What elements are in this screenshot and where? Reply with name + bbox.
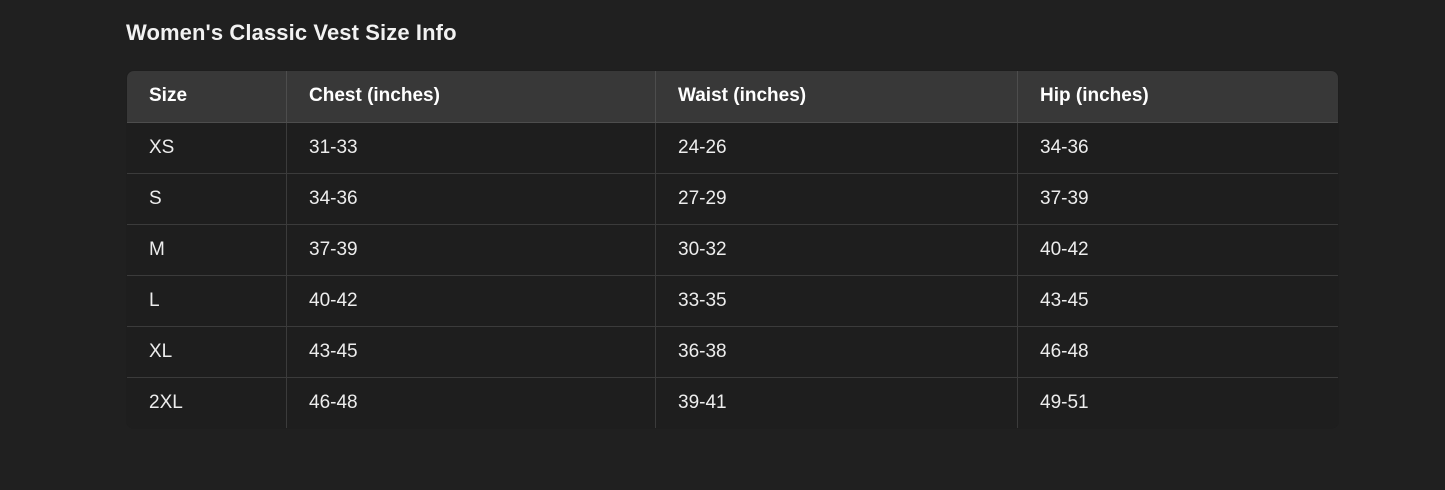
cell-size: 2XL — [127, 377, 287, 428]
column-header-waist: Waist (inches) — [655, 71, 1018, 123]
cell-chest: 34-36 — [286, 173, 656, 225]
cell-hip: 43-45 — [1017, 275, 1338, 327]
cell-waist: 27-29 — [655, 173, 1018, 225]
cell-waist: 30-32 — [655, 224, 1018, 276]
column-header-hip: Hip (inches) — [1017, 71, 1338, 123]
table-row: XS 31-33 24-26 34-36 — [127, 122, 1338, 174]
table-row: L 40-42 33-35 43-45 — [127, 275, 1338, 327]
cell-size: XL — [127, 326, 287, 378]
column-header-chest: Chest (inches) — [286, 71, 656, 123]
table-row: 2XL 46-48 39-41 49-51 — [127, 377, 1338, 428]
size-chart-container: Size Chest (inches) Waist (inches) Hip (… — [126, 70, 1339, 429]
cell-waist: 36-38 — [655, 326, 1018, 378]
cell-hip: 49-51 — [1017, 377, 1338, 428]
table-row: XL 43-45 36-38 46-48 — [127, 326, 1338, 378]
table-body: XS 31-33 24-26 34-36 S 34-36 27-29 37-39… — [127, 122, 1338, 428]
cell-size: M — [127, 224, 287, 276]
cell-chest: 37-39 — [286, 224, 656, 276]
cell-chest: 43-45 — [286, 326, 656, 378]
table-row: M 37-39 30-32 40-42 — [127, 224, 1338, 276]
cell-size: L — [127, 275, 287, 327]
cell-chest: 40-42 — [286, 275, 656, 327]
cell-hip: 46-48 — [1017, 326, 1338, 378]
cell-hip: 34-36 — [1017, 122, 1338, 174]
cell-waist: 33-35 — [655, 275, 1018, 327]
cell-size: S — [127, 173, 287, 225]
page-title: Women's Classic Vest Size Info — [126, 20, 457, 45]
cell-size: XS — [127, 122, 287, 174]
cell-chest: 46-48 — [286, 377, 656, 428]
table-row: S 34-36 27-29 37-39 — [127, 173, 1338, 225]
column-header-size: Size — [127, 71, 287, 123]
cell-waist: 24-26 — [655, 122, 1018, 174]
cell-waist: 39-41 — [655, 377, 1018, 428]
table-header-row: Size Chest (inches) Waist (inches) Hip (… — [127, 71, 1338, 123]
cell-hip: 37-39 — [1017, 173, 1338, 225]
cell-hip: 40-42 — [1017, 224, 1338, 276]
table-header: Size Chest (inches) Waist (inches) Hip (… — [127, 71, 1338, 123]
cell-chest: 31-33 — [286, 122, 656, 174]
size-chart-table: Size Chest (inches) Waist (inches) Hip (… — [126, 70, 1339, 429]
